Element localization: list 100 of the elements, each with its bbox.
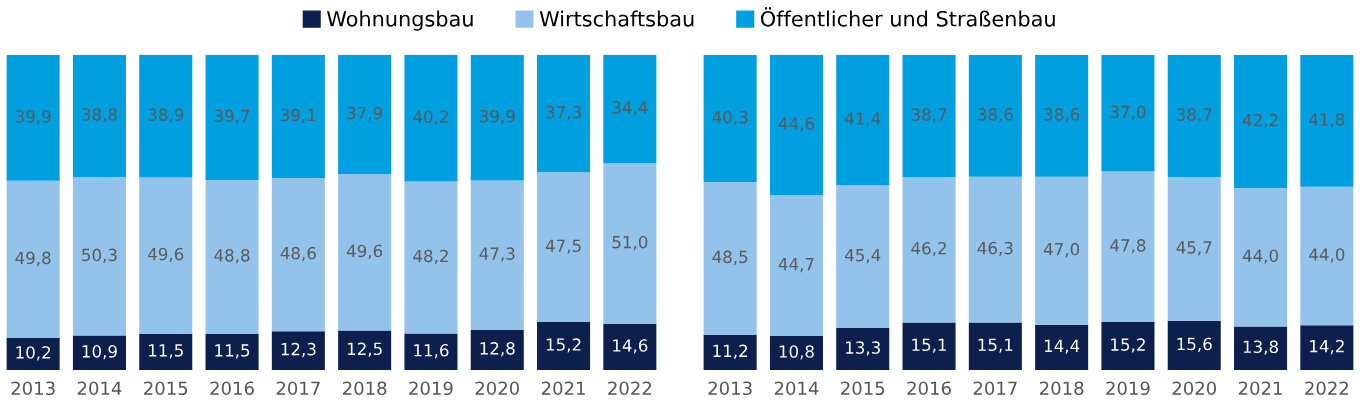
data-label: 41,8 [1309, 113, 1345, 128]
x-tick-label: 2019 [409, 381, 453, 396]
bar [537, 322, 591, 370]
data-label: 10,8 [779, 345, 814, 360]
bar [1101, 171, 1155, 323]
data-label: 15,1 [978, 338, 1013, 353]
bar [338, 174, 392, 331]
bar [205, 333, 259, 370]
x-tick-label: 2013 [708, 381, 752, 396]
data-label: 47,0 [1043, 242, 1080, 258]
data-label: 48,6 [280, 246, 316, 262]
bar [72, 177, 126, 336]
bar [404, 333, 458, 370]
bar [271, 178, 325, 332]
bar [470, 54, 524, 181]
data-label: 51,0 [612, 235, 648, 251]
bar [6, 180, 60, 338]
data-label: 42,2 [1242, 113, 1278, 129]
bar [139, 54, 193, 178]
data-label: 38,7 [1176, 108, 1212, 123]
data-label: 10,9 [82, 345, 117, 360]
data-label: 47,8 [1110, 239, 1146, 254]
bar [1035, 324, 1089, 370]
bar [1035, 176, 1089, 325]
bar [72, 54, 126, 178]
bar [769, 195, 823, 336]
data-label: 38,8 [82, 108, 117, 123]
bar [537, 54, 591, 173]
bar [769, 54, 823, 196]
data-label: 40,2 [413, 110, 448, 125]
data-label: 48,2 [413, 249, 448, 264]
bar [338, 54, 392, 175]
x-tick-label: 2017 [973, 381, 1017, 396]
data-label: 11,2 [713, 344, 748, 359]
bar [1035, 55, 1089, 177]
bar [769, 335, 823, 370]
bar [1234, 326, 1288, 370]
bar [470, 329, 524, 370]
bar [703, 334, 757, 370]
data-label: 47,3 [479, 247, 515, 262]
bar [1300, 186, 1354, 326]
data-label: 44,6 [778, 117, 814, 132]
bar [139, 177, 193, 334]
data-label: 39,1 [281, 108, 316, 123]
bar [338, 330, 392, 370]
x-tick-label: 2014 [774, 381, 819, 396]
data-label: 37,0 [1110, 105, 1146, 120]
x-tick-label: 2015 [841, 381, 885, 396]
bar [205, 54, 259, 180]
data-label: 39,9 [479, 109, 515, 125]
bar [968, 176, 1022, 323]
bar [404, 54, 458, 182]
bar [603, 54, 657, 164]
data-label: 41,4 [845, 112, 881, 127]
x-tick-label: 2020 [1172, 381, 1217, 396]
data-label: 38,6 [1044, 108, 1080, 123]
data-label: 14,4 [1044, 339, 1080, 354]
data-label: 50,3 [82, 248, 117, 263]
bar [902, 322, 956, 370]
data-label: 15,6 [1177, 337, 1212, 352]
x-tick-label: 2022 [608, 381, 652, 396]
bar [603, 323, 657, 370]
bar [205, 179, 259, 334]
data-label: 37,3 [546, 105, 581, 121]
data-label: 13,8 [1243, 340, 1278, 355]
bar [1234, 55, 1288, 188]
bar [537, 172, 591, 323]
x-tick-label: 2016 [210, 381, 254, 396]
data-label: 47,5 [545, 239, 581, 254]
bar [1167, 176, 1221, 321]
bar [1300, 55, 1354, 187]
bar [836, 54, 890, 186]
bar [6, 55, 60, 181]
data-label: 46,3 [977, 241, 1013, 257]
bar [603, 163, 657, 324]
bar [703, 55, 757, 182]
data-label: 15,2 [546, 338, 581, 353]
x-tick-label: 2018 [1040, 381, 1084, 396]
x-tick-label: 2020 [475, 381, 520, 396]
data-label: 45,4 [845, 249, 881, 264]
data-label: 15,1 [912, 338, 947, 353]
bar [1101, 322, 1155, 370]
data-label: 39,7 [214, 109, 250, 124]
bar [1300, 325, 1354, 370]
data-label: 38,7 [911, 108, 947, 123]
data-label: 14,2 [1310, 339, 1344, 355]
data-label: 46,2 [911, 241, 946, 257]
data-label: 15,2 [1111, 338, 1145, 353]
bar [1101, 55, 1155, 172]
bar [271, 331, 325, 370]
x-tick-label: 2016 [907, 381, 951, 396]
x-tick-label: 2019 [1106, 381, 1150, 396]
bar [1167, 320, 1221, 370]
x-tick-label: 2018 [343, 381, 387, 396]
bar [1234, 187, 1288, 327]
bar [836, 328, 890, 370]
x-tick-label: 2021 [1238, 381, 1282, 396]
data-label: 44,7 [778, 258, 814, 273]
data-label: 49,6 [148, 247, 184, 263]
legend-label: Wohnungsbau [327, 10, 473, 31]
